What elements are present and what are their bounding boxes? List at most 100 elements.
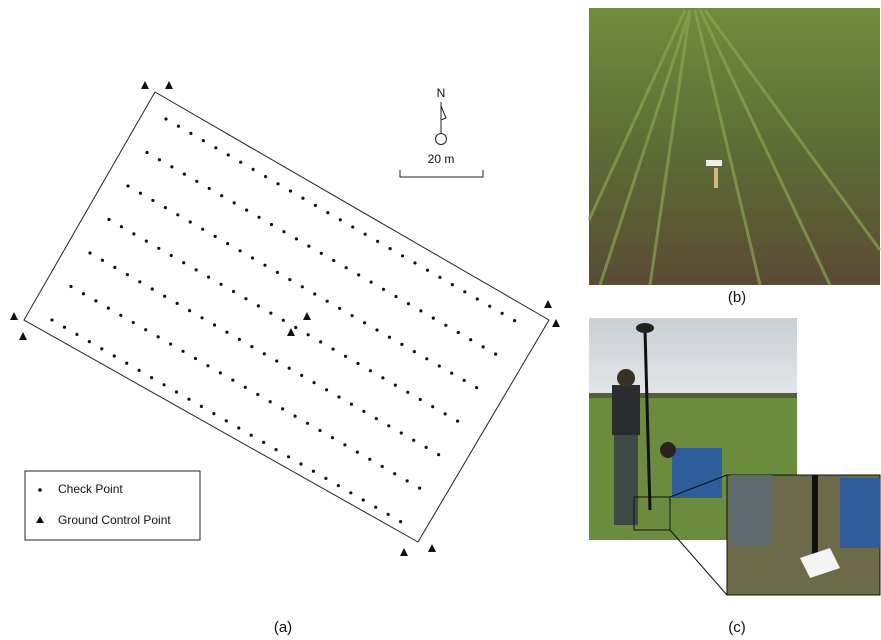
check-point — [195, 268, 198, 271]
check-point — [394, 295, 397, 298]
legend: Check Point Ground Control Point — [25, 471, 200, 540]
check-point — [262, 441, 265, 444]
check-point — [313, 292, 316, 295]
check-point — [363, 321, 366, 324]
check-point — [219, 283, 222, 286]
check-point — [225, 419, 228, 422]
check-point — [237, 426, 240, 429]
legend-dot — [38, 488, 42, 492]
check-point — [369, 369, 372, 372]
check-point — [208, 187, 211, 190]
check-point — [482, 345, 485, 348]
person — [672, 448, 722, 498]
check-point — [82, 292, 85, 295]
check-point — [406, 479, 409, 482]
check-point — [494, 353, 497, 356]
check-point — [469, 338, 472, 341]
check-point — [225, 331, 228, 334]
caption: (b) — [728, 289, 746, 306]
check-point — [257, 216, 260, 219]
check-point — [162, 383, 165, 386]
check-point — [275, 448, 278, 451]
scale-label: 20 m — [428, 152, 455, 166]
gcp-marker — [544, 300, 552, 308]
check-point — [431, 405, 434, 408]
check-point — [337, 395, 340, 398]
check-point — [463, 290, 466, 293]
check-point — [376, 240, 379, 243]
figure: N 20 m Check Point Ground Control Point … — [0, 0, 881, 640]
check-point — [226, 242, 229, 245]
check-point — [252, 168, 255, 171]
check-point — [219, 371, 222, 374]
gcp-marker — [428, 544, 436, 552]
check-point — [275, 359, 278, 362]
check-point — [245, 209, 248, 212]
check-point — [75, 333, 78, 336]
check-point — [407, 302, 410, 305]
check-point — [349, 491, 352, 494]
check-point — [375, 328, 378, 331]
check-point — [50, 318, 53, 321]
check-point — [157, 335, 160, 338]
check-point — [113, 266, 116, 269]
check-point — [375, 417, 378, 420]
check-point — [364, 233, 367, 236]
check-point — [126, 184, 129, 187]
check-point — [393, 472, 396, 475]
check-point — [88, 340, 91, 343]
check-point — [444, 324, 447, 327]
check-point — [150, 376, 153, 379]
check-point — [412, 439, 415, 442]
check-point — [337, 484, 340, 487]
check-point — [299, 462, 302, 465]
check-point — [314, 204, 317, 207]
check-point — [300, 374, 303, 377]
person — [612, 385, 640, 435]
check-point — [107, 307, 110, 310]
check-point — [151, 199, 154, 202]
check-point — [270, 223, 273, 226]
check-point — [207, 276, 210, 279]
check-point — [381, 376, 384, 379]
check-point — [107, 218, 110, 221]
check-point — [251, 256, 254, 259]
check-points — [50, 117, 516, 523]
check-point — [400, 343, 403, 346]
check-point — [413, 261, 416, 264]
check-point — [306, 422, 309, 425]
check-point — [200, 316, 203, 319]
field-layout: N 20 m Check Point Ground Control Point … — [10, 81, 560, 636]
check-point — [220, 194, 223, 197]
check-point — [69, 285, 72, 288]
check-point — [244, 386, 247, 389]
check-point — [350, 403, 353, 406]
check-point — [320, 252, 323, 255]
check-point — [294, 415, 297, 418]
check-point — [388, 336, 391, 339]
check-point — [463, 379, 466, 382]
person-head — [660, 442, 676, 458]
check-point — [418, 487, 421, 490]
check-point — [331, 436, 334, 439]
check-point — [432, 317, 435, 320]
check-point — [176, 213, 179, 216]
check-point — [250, 434, 253, 437]
check-point — [214, 235, 217, 238]
check-point — [164, 117, 167, 120]
check-point — [476, 297, 479, 300]
check-point — [238, 338, 241, 341]
check-point — [319, 340, 322, 343]
gcp-marker — [141, 81, 149, 89]
check-point — [288, 367, 291, 370]
check-point — [362, 498, 365, 501]
check-point — [188, 309, 191, 312]
check-point — [356, 451, 359, 454]
check-point — [144, 328, 147, 331]
check-point — [164, 206, 167, 209]
check-point — [238, 249, 241, 252]
legs — [730, 475, 772, 545]
check-point — [301, 197, 304, 200]
check-point — [307, 333, 310, 336]
sleeve — [840, 478, 880, 548]
